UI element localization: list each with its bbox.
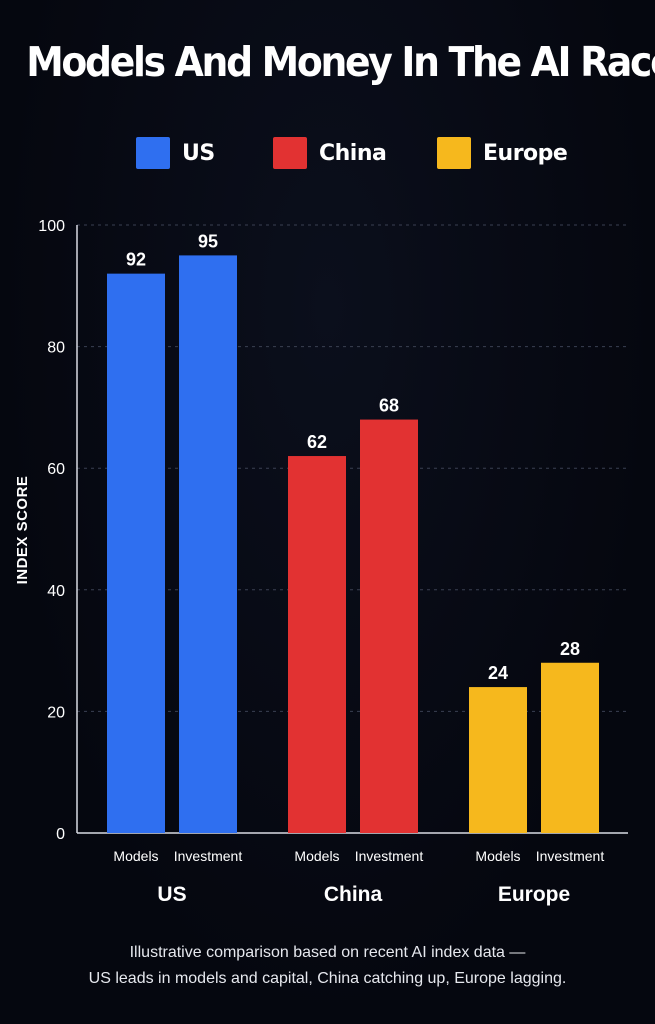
x-tick-label: Models [294,848,339,864]
group-label: China [324,883,383,906]
y-axis-label: INDEX SCORE [14,476,31,585]
legend-item-europe: Europe [437,136,568,170]
legend-item-us: US [136,136,215,170]
legend-label-china: China [319,140,387,166]
x-tick-label: Investment [174,848,243,864]
caption-line-2: US leads in models and capital, China ca… [88,970,567,987]
x-tick-label: Models [475,848,520,864]
bar-china-models [288,456,346,833]
y-tick-label: 0 [56,826,65,843]
data-label: 24 [488,663,508,683]
x-tick-label: Models [113,848,158,864]
legend-swatch-us [136,137,170,169]
group-label: Europe [498,883,570,906]
data-label: 68 [379,396,399,416]
group-label: US [157,883,186,906]
y-tick-label: 20 [47,704,65,721]
x-tick-label: Investment [355,848,424,864]
bar-europe-investment [541,662,599,833]
legend-swatch-china [273,137,307,169]
x-tick-label: Investment [536,848,605,864]
y-tick-label: 100 [38,218,65,235]
legend-item-china: China [273,136,387,170]
caption-line-1: Illustrative comparison based on recent … [129,944,526,961]
legend-label-us: US [182,140,215,166]
y-tick-label: 60 [47,461,65,478]
chart-caption: Illustrative comparison based on recent … [0,940,655,992]
bar-us-investment [179,255,237,833]
data-label: 92 [126,250,146,270]
data-label: 62 [307,432,327,452]
legend-swatch-europe [437,137,471,169]
bar-china-investment [360,419,418,833]
data-label: 28 [560,639,580,659]
bar-europe-models [469,687,527,833]
legend-label-europe: Europe [483,140,568,166]
y-tick-label: 80 [47,340,65,357]
y-tick-label: 40 [47,583,65,600]
chart-title: Models And Money In The AI Race [26,38,655,86]
bar-us-models [107,273,165,833]
data-label: 95 [198,231,218,251]
